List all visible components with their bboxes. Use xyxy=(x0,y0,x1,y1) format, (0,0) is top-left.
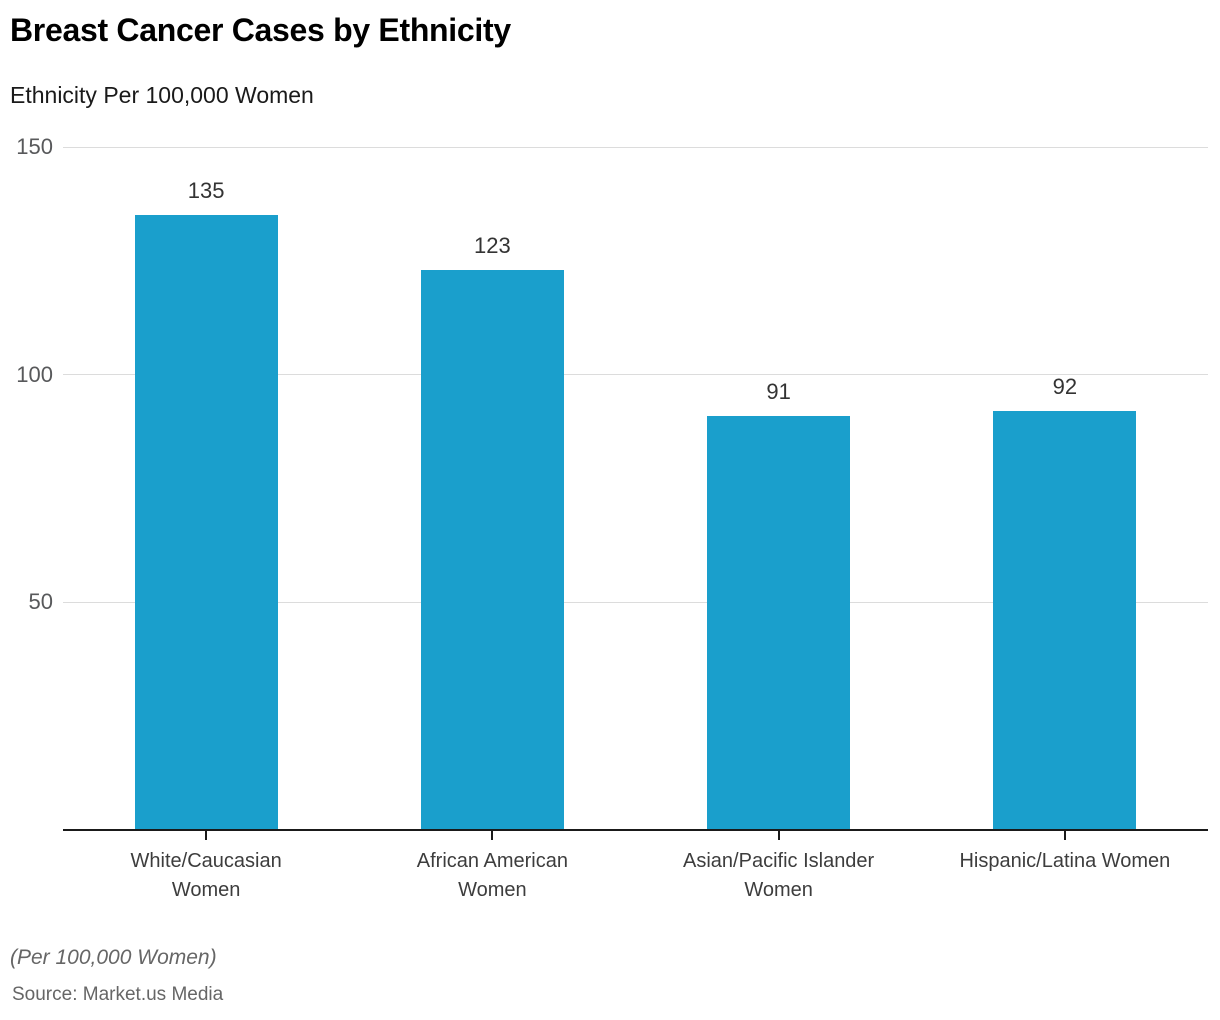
x-axis-category-label: Hispanic/Latina Women xyxy=(959,850,1171,872)
bar-value-label: 123 xyxy=(474,232,511,258)
bar-value-label: 91 xyxy=(766,378,791,404)
bar xyxy=(420,269,564,830)
bar xyxy=(993,411,1137,830)
gridline xyxy=(63,601,1208,603)
y-axis-tick-label: 50 xyxy=(28,589,53,615)
bar-value-label: 135 xyxy=(187,178,225,204)
chart-footnote: (Per 100,000 Women) xyxy=(10,946,217,969)
x-axis-tick xyxy=(491,831,494,840)
x-axis-tick xyxy=(1063,831,1066,840)
chart-title: Breast Cancer Cases by Ethnicity xyxy=(10,12,511,48)
chart-subtitle: Ethnicity Per 100,000 Women xyxy=(10,82,314,108)
chart-source: Source: Market.us Media xyxy=(12,984,224,1005)
y-axis-tick-label: 150 xyxy=(16,134,53,159)
x-axis-category-label: African American Women xyxy=(416,850,568,901)
bar xyxy=(134,215,278,830)
x-axis-category-label: White/Caucasian Women xyxy=(130,850,282,901)
x-axis-line xyxy=(63,829,1208,831)
x-axis-tick xyxy=(777,831,780,840)
gridline xyxy=(63,374,1208,376)
x-axis-category-label: Asian/Pacific Islander Women xyxy=(683,850,875,901)
y-axis-tick-label: 100 xyxy=(16,361,53,387)
gridline xyxy=(63,146,1208,148)
bar xyxy=(707,415,851,830)
x-axis-tick xyxy=(205,831,208,840)
bar-value-label: 92 xyxy=(1052,374,1078,400)
